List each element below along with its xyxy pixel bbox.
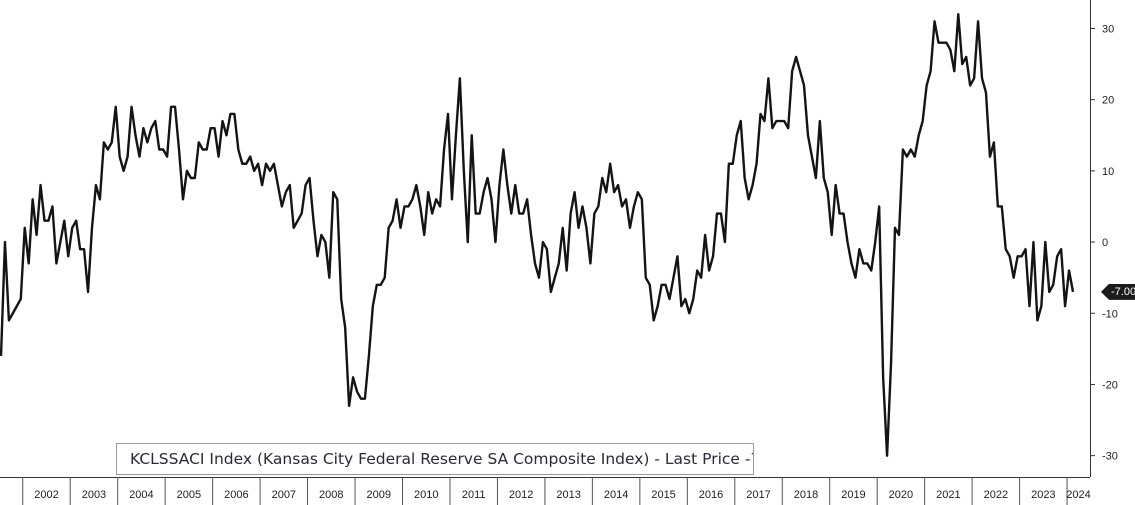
x-tick-label: 2022 (984, 489, 1008, 501)
x-tick-label: 2023 (1031, 489, 1055, 501)
x-tick-label: 2015 (651, 489, 675, 501)
x-tick-label: 2005 (177, 489, 201, 501)
y-tick-label: -30 (1102, 451, 1118, 463)
x-tick-label: 2011 (462, 489, 486, 501)
x-tick-label: 2002 (34, 489, 58, 501)
x-tick-label: 2024 (1066, 489, 1090, 501)
x-tick-label: 2010 (414, 489, 438, 501)
y-tick-label: 10 (1102, 166, 1114, 178)
x-tick-label: 2003 (82, 489, 106, 501)
x-tick-label: 2009 (367, 489, 391, 501)
x-axis: 2002 2003 2004 2005 2006 2007 2008 2009 2010 2011… (0, 477, 1091, 505)
legend-box: KCLSSACI Index (Kansas City Federal Rese… (116, 443, 754, 475)
x-tick-label: 2013 (556, 489, 580, 501)
x-tick-label: 2019 (841, 489, 865, 501)
y-tick-label: 0 (1102, 237, 1108, 249)
x-tick-label: 2012 (509, 489, 533, 501)
y-tick-label: -10 (1102, 308, 1118, 320)
last-price-badge: -7.00 (1101, 283, 1135, 300)
x-tick-label: 2007 (272, 489, 296, 501)
y-tick-label: 30 (1102, 23, 1114, 35)
x-tick-label: 2006 (224, 489, 248, 501)
y-tick-label: -20 (1102, 379, 1118, 391)
y-tick-label: 20 (1102, 95, 1114, 107)
x-tick-label: 2021 (936, 489, 960, 501)
x-tick-label: 2020 (889, 489, 913, 501)
legend-label: KCLSSACI Index (Kansas City Federal Rese… (130, 450, 754, 468)
series-line-kclssaci (0, 13, 1075, 457)
x-tick-label: 2004 (129, 489, 153, 501)
x-tick-label: 2016 (699, 489, 723, 501)
x-tick-label: 2014 (604, 489, 628, 501)
series-points (0, 13, 1074, 456)
x-tick-label: 2017 (746, 489, 770, 501)
y-axis: 30 20 10 0 -10 -20 -30 (1090, 0, 1118, 477)
x-tick-label: 2008 (319, 489, 343, 501)
x-tick-label: 2018 (794, 489, 818, 501)
